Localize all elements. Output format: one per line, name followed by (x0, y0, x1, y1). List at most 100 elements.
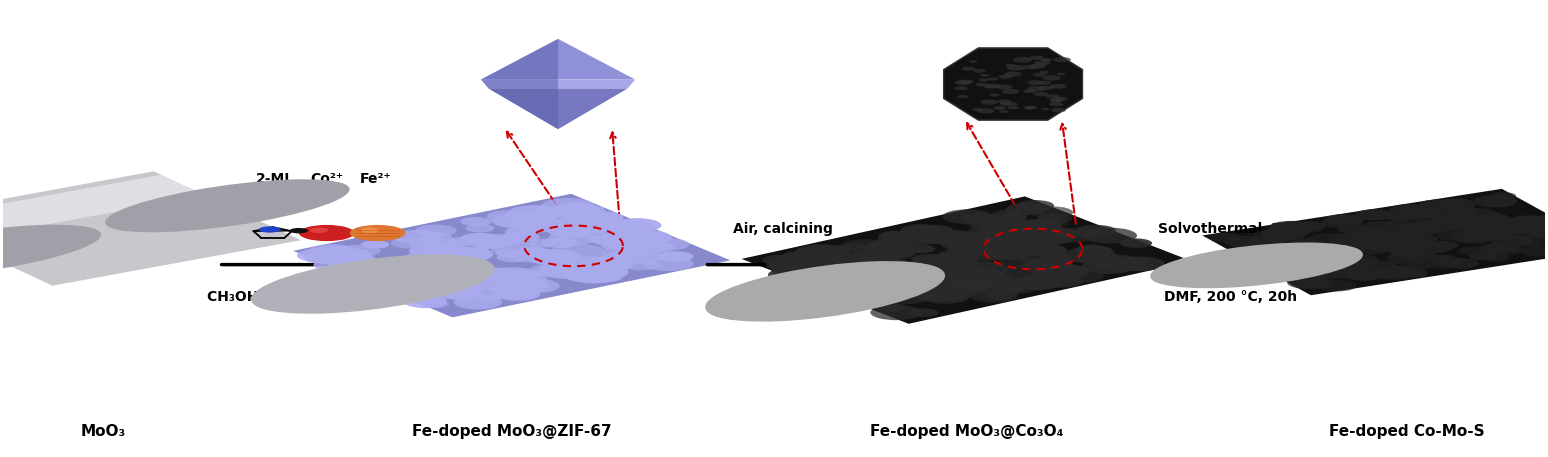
Circle shape (1492, 245, 1517, 252)
Circle shape (786, 258, 836, 273)
Ellipse shape (1150, 244, 1362, 287)
Circle shape (1303, 248, 1333, 256)
Circle shape (590, 266, 622, 276)
Circle shape (580, 214, 624, 227)
Circle shape (1348, 271, 1382, 281)
Circle shape (488, 267, 539, 282)
Circle shape (1002, 264, 1056, 280)
Circle shape (1008, 278, 1043, 289)
Circle shape (918, 234, 950, 244)
Circle shape (599, 220, 644, 234)
Circle shape (1260, 259, 1297, 270)
Circle shape (1033, 266, 1077, 278)
Circle shape (582, 221, 619, 232)
Circle shape (576, 270, 621, 283)
Circle shape (619, 238, 656, 249)
Circle shape (1029, 64, 1045, 69)
Circle shape (1057, 73, 1065, 75)
Circle shape (1460, 217, 1486, 224)
Circle shape (364, 263, 393, 272)
Circle shape (542, 198, 594, 213)
Circle shape (421, 232, 452, 241)
Circle shape (957, 240, 1005, 255)
Circle shape (1410, 241, 1438, 249)
Circle shape (870, 282, 901, 291)
Circle shape (1039, 275, 1084, 288)
Circle shape (1378, 265, 1416, 277)
Circle shape (444, 237, 478, 247)
Circle shape (1491, 234, 1533, 247)
Circle shape (807, 272, 858, 287)
Circle shape (1387, 239, 1432, 251)
Circle shape (783, 251, 813, 260)
Circle shape (1382, 220, 1415, 230)
Circle shape (810, 267, 850, 279)
Circle shape (331, 254, 378, 268)
Circle shape (460, 233, 502, 245)
Circle shape (584, 260, 618, 270)
Polygon shape (481, 39, 559, 129)
Circle shape (1050, 99, 1063, 102)
Circle shape (1000, 110, 1009, 113)
Circle shape (882, 230, 937, 246)
Circle shape (1084, 228, 1136, 244)
Circle shape (1260, 228, 1305, 241)
Circle shape (1053, 57, 1071, 62)
Circle shape (259, 226, 280, 233)
Circle shape (884, 263, 923, 275)
Ellipse shape (252, 255, 494, 313)
Circle shape (1288, 276, 1331, 289)
Circle shape (421, 274, 474, 289)
Circle shape (316, 252, 358, 265)
Circle shape (1345, 232, 1390, 245)
Circle shape (441, 247, 494, 262)
Circle shape (1373, 267, 1416, 280)
Circle shape (1260, 239, 1285, 246)
Circle shape (1082, 258, 1136, 274)
Circle shape (975, 275, 1009, 285)
Circle shape (858, 251, 898, 262)
Circle shape (1358, 236, 1384, 244)
Circle shape (1252, 230, 1286, 240)
Circle shape (1350, 241, 1395, 255)
Circle shape (540, 250, 582, 262)
Circle shape (972, 69, 986, 73)
Circle shape (766, 260, 802, 271)
Circle shape (1043, 58, 1053, 61)
Circle shape (955, 80, 971, 85)
Circle shape (457, 270, 503, 283)
Circle shape (602, 220, 636, 230)
Circle shape (841, 239, 887, 253)
Circle shape (1389, 244, 1432, 257)
Circle shape (1040, 227, 1076, 238)
Circle shape (921, 225, 954, 234)
Circle shape (825, 262, 854, 271)
Circle shape (997, 285, 1025, 293)
Circle shape (969, 60, 977, 63)
Circle shape (916, 266, 971, 282)
Circle shape (618, 230, 672, 246)
Circle shape (567, 256, 613, 270)
Circle shape (361, 259, 406, 272)
Circle shape (1420, 200, 1454, 210)
Circle shape (955, 86, 968, 90)
Circle shape (1224, 236, 1268, 248)
Circle shape (1265, 264, 1289, 271)
Text: 2-MI: 2-MI (255, 172, 289, 186)
Circle shape (910, 254, 952, 266)
Circle shape (1351, 259, 1378, 266)
Circle shape (563, 267, 619, 283)
Circle shape (350, 268, 387, 279)
Circle shape (404, 296, 447, 308)
Circle shape (1305, 250, 1328, 257)
Circle shape (1478, 228, 1514, 239)
Circle shape (1040, 264, 1076, 274)
Circle shape (837, 254, 878, 266)
Circle shape (997, 213, 1026, 222)
Circle shape (910, 286, 963, 301)
Circle shape (1511, 215, 1548, 226)
Circle shape (548, 224, 594, 238)
Circle shape (472, 234, 519, 248)
Circle shape (1005, 72, 1022, 77)
Circle shape (995, 106, 1006, 110)
